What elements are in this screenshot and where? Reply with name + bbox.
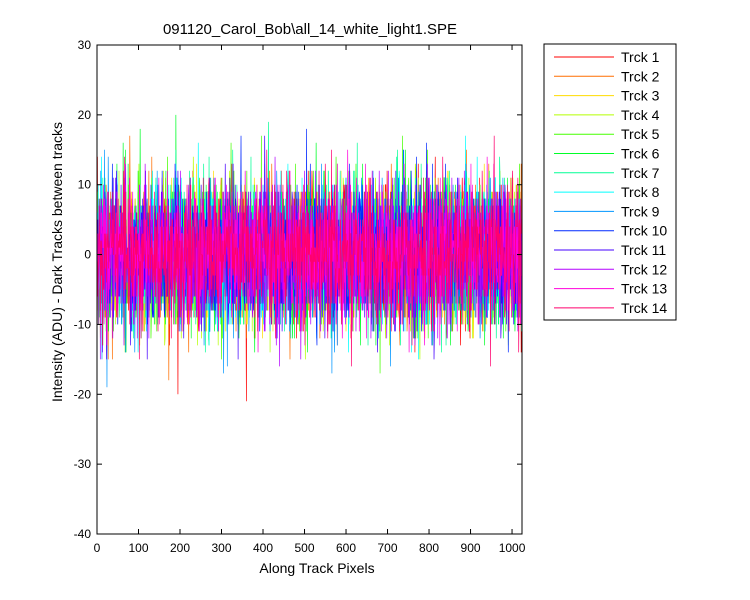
- x-tick-label: 300: [211, 541, 231, 555]
- legend-label: Trck 13: [621, 281, 667, 297]
- legend-label: Trck 6: [621, 146, 660, 162]
- chart-title: 091120_Carol_Bob\all_14_white_light1.SPE: [163, 21, 457, 38]
- series-layer: [97, 114, 523, 402]
- plot-frame: [96, 44, 523, 535]
- legend-label: Trck 11: [621, 242, 666, 258]
- legend-label: Trck 12: [621, 261, 667, 277]
- plot-area: 0 100 200 300 400 500 600 700 800 900 1000 -40-30-…: [74, 38, 526, 555]
- x-tick-label: 700: [378, 541, 398, 555]
- x-axis-label: Along Track Pixels: [259, 560, 374, 576]
- y-axis-label: Intensity (ADU) - Dark Tracks between tr…: [49, 122, 65, 402]
- y-axis-ticks: -40 -30 -20 -10 0 10 20 30: [74, 38, 522, 541]
- legend-label: Trck 7: [621, 165, 660, 181]
- legend-label: Trck 9: [621, 203, 660, 219]
- legend-items: Trck 1 Trck 2 Trck 3 Trck 4 Trck 5 Trck 6 Trck…: [554, 49, 667, 316]
- x-tick-label: 200: [170, 541, 190, 555]
- x-tick-label: 900: [461, 541, 481, 555]
- y-tick-label: -20: [74, 387, 92, 401]
- legend-label: Trck 1: [621, 49, 660, 65]
- x-axis-ticks: 0 100 200 300 400 500 600 700 800 900 1000: [94, 45, 526, 555]
- legend: Trck 1 Trck 2 Trck 3 Trck 4 Trck 5 Trck 6 Trck…: [543, 43, 677, 321]
- y-tick-label: 30: [78, 38, 92, 52]
- x-tick-label: 500: [295, 541, 315, 555]
- legend-label: Trck 4: [621, 107, 660, 123]
- series-line-trck-14: [97, 135, 523, 367]
- x-tick-label: 100: [128, 541, 148, 555]
- legend-label: Trck 8: [621, 184, 660, 200]
- legend-label: Trck 3: [621, 88, 660, 104]
- legend-label: Trck 14: [621, 300, 667, 316]
- legend-label: Trck 5: [621, 126, 660, 142]
- y-tick-label: -10: [74, 317, 92, 331]
- y-tick-label: -30: [74, 457, 92, 471]
- legend-label: Trck 10: [621, 223, 667, 239]
- x-tick-label: 400: [253, 541, 273, 555]
- y-tick-label: -40: [74, 527, 92, 541]
- x-tick-label: 600: [336, 541, 356, 555]
- legend-box: [543, 43, 677, 321]
- legend-label: Trck 2: [621, 68, 660, 84]
- x-tick-label: 1000: [499, 541, 526, 555]
- x-tick-label: 0: [94, 541, 101, 555]
- y-tick-label: 20: [78, 108, 92, 122]
- y-tick-label: 0: [84, 248, 91, 262]
- y-tick-label: 10: [78, 178, 92, 192]
- x-tick-label: 800: [419, 541, 439, 555]
